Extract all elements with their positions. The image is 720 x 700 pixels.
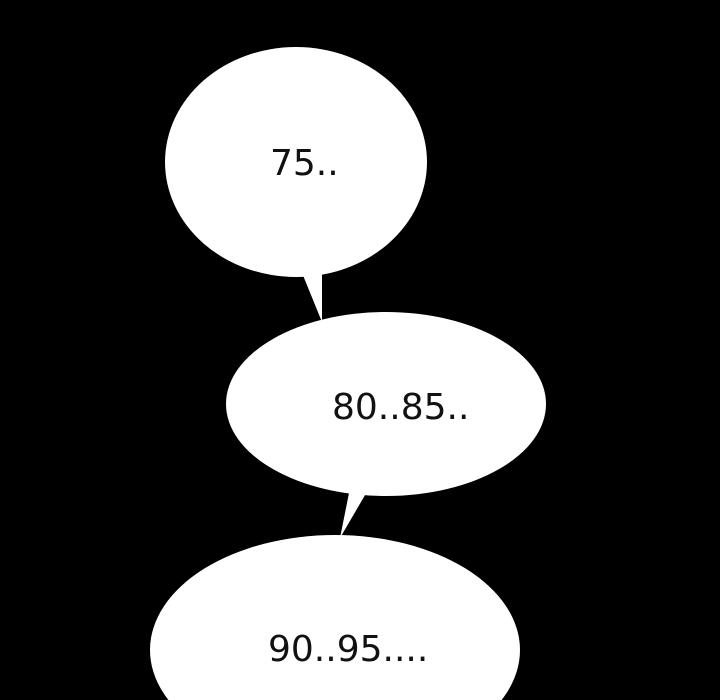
speech-bubble-3 (150, 535, 520, 700)
bubble-3-text: 90..95.... (268, 629, 429, 670)
bubble-2-text: 80..85.. (332, 387, 470, 428)
speech-bubble-1 (165, 47, 427, 322)
bubble-1-text: 75.. (270, 143, 339, 184)
speech-bubble-2 (226, 312, 546, 538)
